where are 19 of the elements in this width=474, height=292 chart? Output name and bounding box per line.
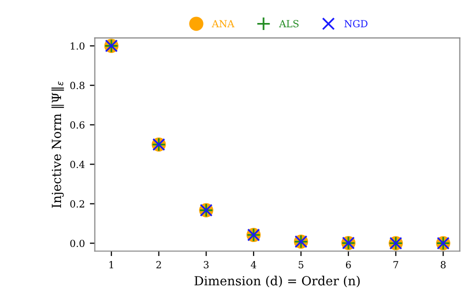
legend-label: NGD <box>344 20 368 28</box>
x-tick-label: 1 <box>109 261 114 268</box>
x-axis-title: Dimension (d) = Order (n) <box>194 276 360 288</box>
y-tick-label: 0.4 <box>70 160 85 168</box>
y-tick-label: 0.6 <box>70 121 84 129</box>
y-axis-title: Injective Norm ‖Ψ‖$_{ε}$ <box>51 81 64 208</box>
y-tick-label: 0.8 <box>70 82 84 90</box>
x-tick-label: 5 <box>298 261 304 268</box>
y-tick-label: 1.0 <box>70 42 84 50</box>
x-tick-label: 4 <box>250 261 256 268</box>
x-tick-label: 3 <box>204 261 209 268</box>
legend-label: ANA <box>212 20 234 28</box>
x-tick-label: 6 <box>346 261 351 268</box>
x-tick-label: 7 <box>394 261 398 268</box>
legend-label: ALS <box>279 20 299 28</box>
y-tick-label: 0.0 <box>70 240 84 248</box>
x-tick-label: 8 <box>440 261 446 268</box>
y-tick-label: 0.2 <box>70 200 84 208</box>
x-tick-label: 2 <box>156 261 161 268</box>
